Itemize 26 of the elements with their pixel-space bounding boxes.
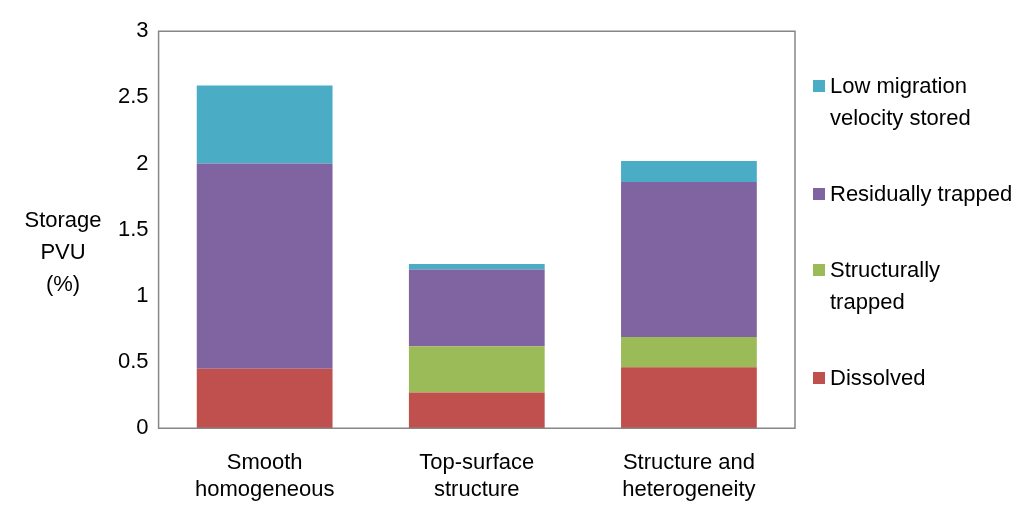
y-tick-label: 0.5 <box>117 348 149 374</box>
bar <box>621 336 757 368</box>
y-tick-label: 2 <box>136 149 149 175</box>
bar <box>621 367 757 429</box>
bar <box>196 85 333 164</box>
legend-label: Structurally trapped <box>830 256 942 316</box>
bar <box>196 368 333 429</box>
legend-label: Dissolved <box>830 364 926 392</box>
bar <box>621 160 757 183</box>
x-tick-label: Top-surface structure <box>419 449 535 501</box>
y-tick-label: 3 <box>136 17 149 43</box>
y-tick-label: 1 <box>136 281 149 307</box>
bar <box>408 346 545 393</box>
y-tick-label: 2.5 <box>117 83 149 109</box>
x-tick-label: Structure and heterogeneity <box>622 449 756 501</box>
legend-label: Low migration velocity stored <box>830 72 972 132</box>
bar <box>408 392 545 429</box>
bar <box>621 182 757 337</box>
y-tick-label: 0 <box>136 414 149 440</box>
bar <box>196 163 333 369</box>
x-tick-label: Smooth homogeneous <box>194 449 335 501</box>
legend-label: Residually trapped <box>830 180 1012 208</box>
y-axis-title: Storage PVU (%) <box>24 207 102 297</box>
bar <box>408 264 545 270</box>
y-tick-label: 1.5 <box>117 215 149 241</box>
bar <box>408 269 545 347</box>
